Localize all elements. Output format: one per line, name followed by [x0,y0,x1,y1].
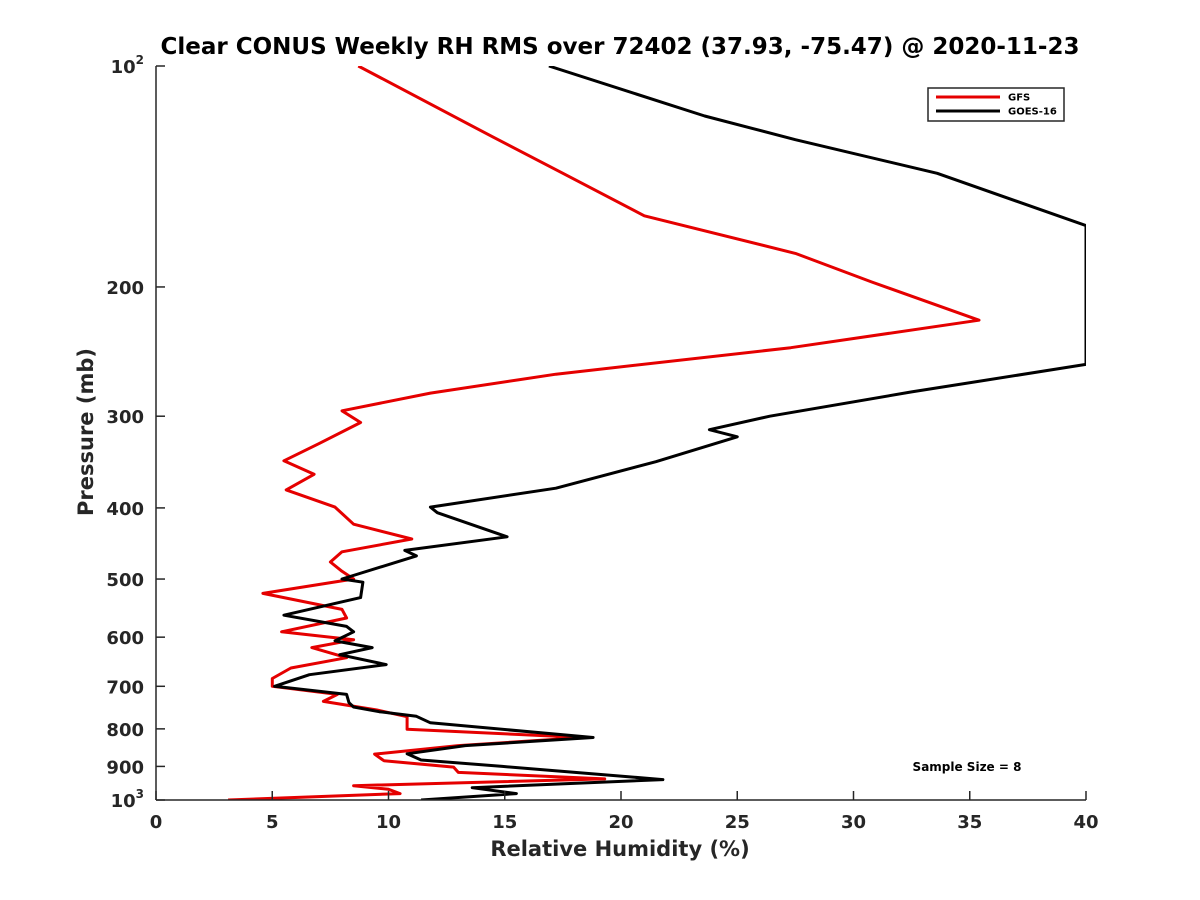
axes: 0 5 10 15 20 25 30 35 40 102 200 300 400 500 600 700 800… [106,53,1098,833]
x-tick-label: 15 [492,812,517,833]
y-tick-label: 700 [106,677,144,698]
sample-size-annotation: Sample Size = 8 [913,760,1022,774]
series-line-gfs [228,66,981,800]
y-tick-label: 900 [106,757,144,778]
legend-label: GOES-16 [1008,107,1057,118]
legend-box [927,87,1065,122]
y-tick-label: 800 [106,720,144,741]
x-tick-label: 25 [725,812,750,833]
x-tick-label: 35 [957,812,982,833]
x-tick-label: 30 [841,812,866,833]
y-tick-label: 200 [106,278,144,299]
series-line-goes-16 [273,66,1086,800]
y-tick-label: 103 [111,787,144,812]
legend: GFS GOES-16 [927,87,1065,122]
y-tick-label: 102 [111,53,144,78]
y-tick-label: 600 [106,628,144,649]
y-tick-label: 300 [106,407,144,428]
x-tick-label: 10 [376,812,401,833]
x-tick-label: 20 [608,812,633,833]
x-tick-label: 5 [266,812,279,833]
chart-title: Clear CONUS Weekly RH RMS over 72402 (37… [161,34,1080,60]
x-axis-label: Relative Humidity (%) [490,837,749,861]
y-tick-label: 400 [106,499,144,520]
x-tick-label: 0 [150,812,163,833]
plot-area [228,66,1086,800]
y-tick-label: 500 [106,570,144,591]
legend-label: GFS [1008,93,1030,104]
y-axis-label: Pressure (mb) [74,348,98,516]
x-tick-label: 40 [1073,812,1098,833]
